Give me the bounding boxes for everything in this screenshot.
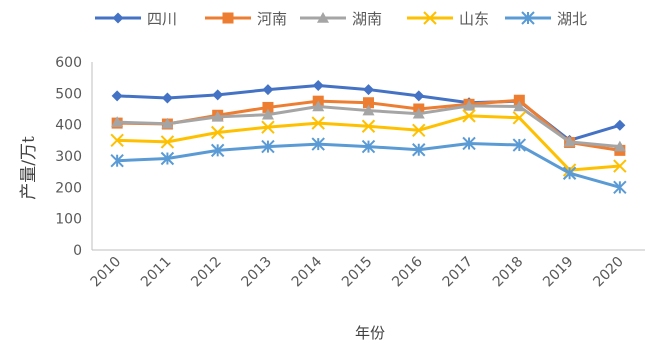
data-point — [311, 137, 325, 151]
y-axis-title: 产量/万t — [19, 136, 39, 200]
data-point — [614, 119, 626, 131]
legend-marker — [317, 12, 329, 23]
data-point — [513, 94, 525, 106]
y-axis: 0 100 200 300 400 500 600 — [55, 55, 93, 259]
series-3 — [111, 99, 626, 152]
legend-label: 湖南 — [352, 10, 382, 28]
data-point — [261, 139, 275, 154]
data-point — [462, 136, 476, 151]
data-point — [161, 92, 173, 104]
y-tick-label: 200 — [55, 180, 82, 196]
data-point — [110, 133, 124, 148]
y-tick-label: 100 — [55, 212, 82, 228]
data-point — [110, 153, 124, 168]
x-axis-title: 年份 — [355, 324, 385, 342]
y-tick-label: 300 — [55, 149, 82, 165]
data-point — [413, 90, 425, 102]
legend: 四川 河南 湖南 山东 湖北 — [95, 10, 587, 28]
data-point — [161, 117, 174, 129]
data-point — [363, 84, 374, 96]
data-point — [613, 140, 626, 152]
x-axis: 2010 2011 2012 2013 2014 2015 2016 2017 2018 2019… — [88, 249, 645, 291]
y-tick-label: 600 — [55, 55, 82, 71]
data-point — [613, 180, 627, 195]
series-layer — [110, 80, 627, 195]
data-point — [463, 99, 476, 111]
legend-marker — [521, 11, 535, 25]
x-tick-label: 2015 — [339, 254, 376, 291]
data-point — [562, 166, 577, 180]
data-point — [361, 119, 376, 133]
data-point — [412, 143, 426, 157]
series-5 — [110, 136, 627, 195]
data-point — [311, 116, 325, 130]
x-tick-label: 2010 — [88, 254, 125, 291]
data-point — [363, 97, 374, 109]
x-tick-label: 2012 — [188, 254, 225, 291]
legend-item: 湖南 — [300, 10, 382, 28]
data-point — [613, 159, 627, 173]
data-point — [512, 138, 527, 152]
legend-marker — [423, 11, 437, 25]
y-tick-label: 0 — [73, 243, 82, 259]
data-point — [261, 108, 274, 120]
legend-item: 河南 — [205, 10, 287, 28]
legend-label: 四川 — [147, 10, 177, 28]
data-point — [262, 101, 274, 113]
data-point — [462, 109, 476, 123]
legend-item: 四川 — [95, 10, 177, 28]
data-point — [212, 89, 224, 101]
data-point — [312, 100, 325, 112]
data-point — [210, 125, 225, 140]
legend-marker — [112, 12, 124, 24]
x-tick-label: 2019 — [540, 254, 577, 291]
data-point — [412, 107, 425, 119]
legend-marker — [222, 12, 234, 24]
x-tick-label: 2017 — [440, 254, 477, 291]
data-point — [160, 135, 175, 149]
legend-item: 山东 — [407, 10, 489, 28]
data-point — [210, 143, 225, 158]
data-point — [513, 100, 526, 112]
data-point — [111, 90, 123, 102]
data-point — [160, 151, 175, 166]
data-point — [312, 80, 324, 91]
x-tick-label: 2018 — [490, 254, 527, 291]
x-tick-label: 2014 — [289, 254, 326, 291]
legend-label: 河南 — [257, 10, 287, 28]
x-tick-label: 2020 — [590, 254, 627, 291]
data-point — [412, 123, 426, 138]
x-tick-label: 2011 — [138, 254, 175, 291]
data-point — [211, 110, 224, 122]
legend-item: 湖北 — [505, 10, 587, 28]
data-point — [512, 111, 527, 125]
data-point — [261, 120, 275, 134]
legend-label: 山东 — [459, 10, 489, 28]
legend-label: 湖北 — [557, 10, 587, 28]
data-point — [111, 116, 124, 127]
x-tick-label: 2013 — [239, 254, 276, 291]
y-tick-label: 500 — [55, 86, 82, 102]
data-point — [362, 104, 375, 116]
data-point — [361, 139, 376, 154]
x-tick-label: 2016 — [389, 254, 426, 291]
y-tick-label: 400 — [55, 118, 82, 134]
data-point — [262, 84, 274, 96]
series-4 — [110, 109, 627, 177]
data-point — [563, 135, 576, 147]
